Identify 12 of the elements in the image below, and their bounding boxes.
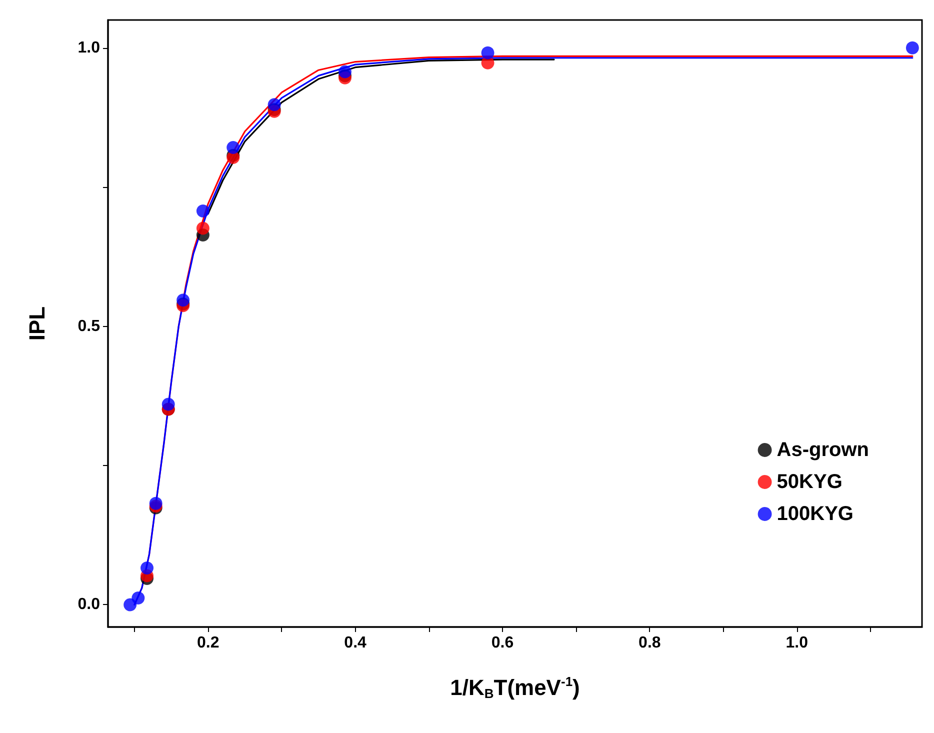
y-axis-title: IPL <box>24 306 50 341</box>
y-tick-label: 0.5 <box>78 318 100 335</box>
legend-label: As-grown <box>776 439 869 461</box>
x-tick-label: 1.0 <box>786 634 808 652</box>
legend-label: 50KYG <box>776 471 842 493</box>
x-tick-label: 0.6 <box>491 634 514 652</box>
x-tick-label: 0.4 <box>344 634 367 652</box>
legend-label: 100KYG <box>776 503 854 525</box>
x-tick-label: 0.2 <box>196 634 220 652</box>
x-tick-label: 0.8 <box>638 634 661 652</box>
y-tick-label: 1.0 <box>78 39 100 56</box>
y-tick-label: 0.0 <box>78 596 100 614</box>
